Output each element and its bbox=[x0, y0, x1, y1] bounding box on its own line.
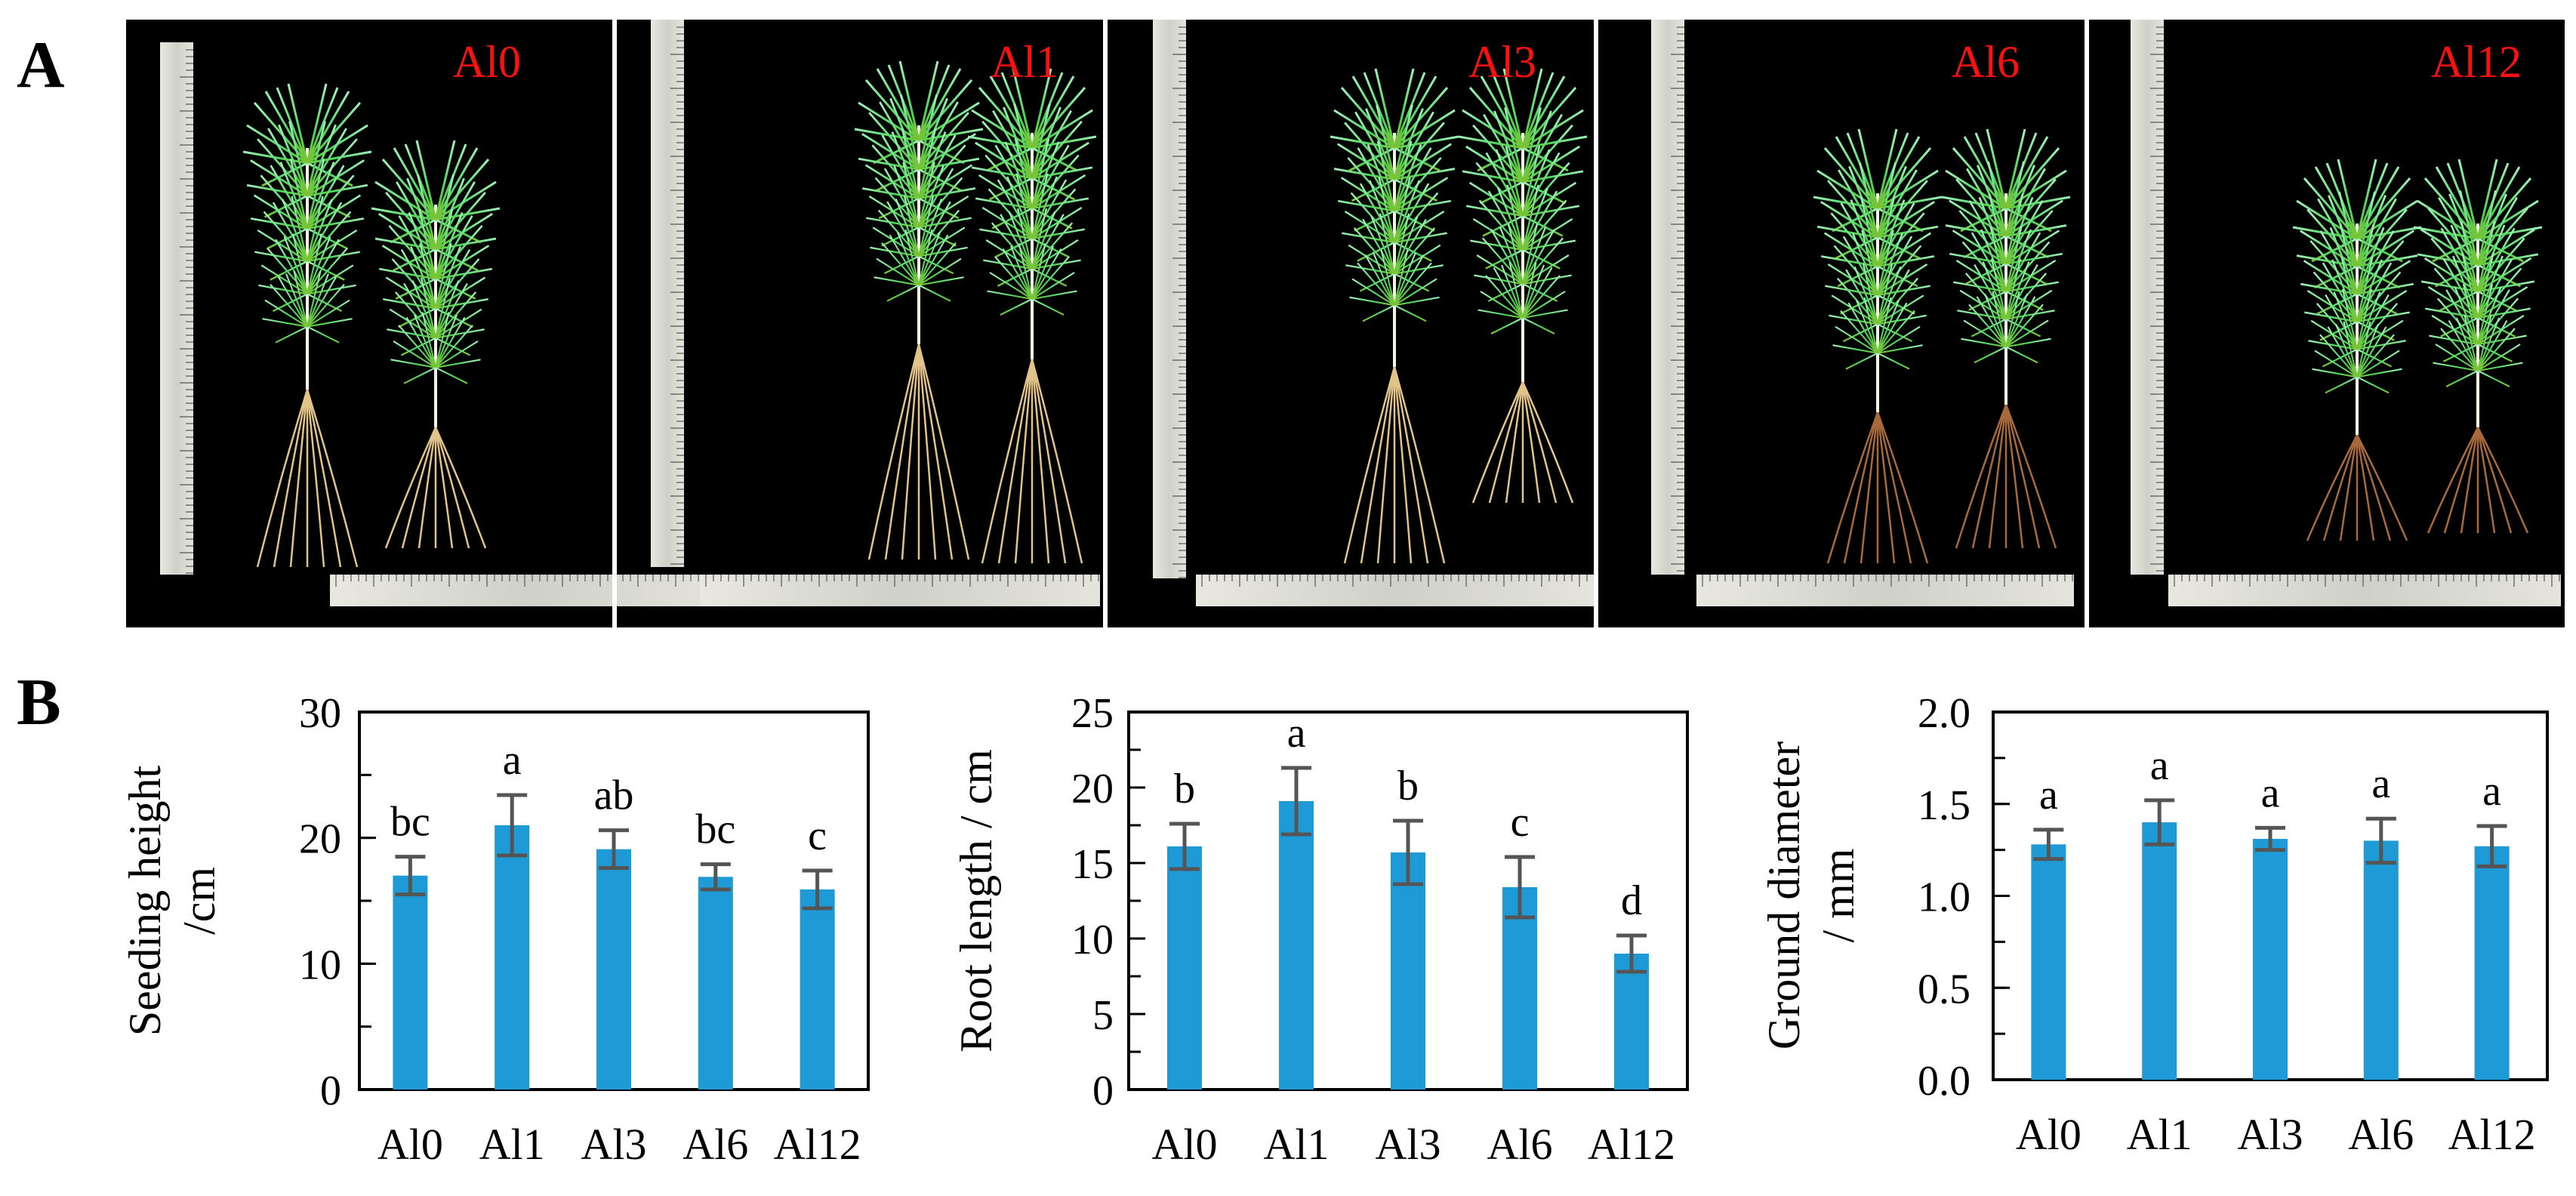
bar-al0 bbox=[393, 875, 428, 1090]
photo-label-al1: Al1 bbox=[991, 37, 1058, 87]
chart-2: 0.0 0.5 1.0 1.5 2.0 Ground diameter / mm a Al0 a A… bbox=[1759, 690, 2549, 1159]
bar-al12 bbox=[2474, 846, 2510, 1080]
panel-a-letter: A bbox=[17, 29, 65, 102]
seedling-photo-4 bbox=[2085, 20, 2561, 627]
panel-b-letter: B bbox=[17, 666, 61, 739]
significance-letter: a bbox=[2261, 769, 2280, 816]
seedling-photo-0 bbox=[160, 42, 730, 606]
significance-letter: a bbox=[2150, 742, 2169, 789]
x-tick-label: Al12 bbox=[774, 1120, 861, 1169]
significance-letter: a bbox=[503, 737, 522, 784]
significance-letter: ab bbox=[594, 772, 634, 819]
y-tick-label: 1.5 bbox=[1918, 782, 1971, 829]
bar-al12 bbox=[800, 889, 835, 1090]
seedling-photo-2 bbox=[1103, 20, 1596, 627]
significance-letter: a bbox=[1287, 710, 1306, 757]
x-tick-label: Al1 bbox=[2127, 1110, 2192, 1159]
y-tick-label: 25 bbox=[1071, 690, 1114, 737]
significance-letter: a bbox=[2039, 772, 2058, 818]
bar-al3 bbox=[1391, 852, 1425, 1090]
x-tick-label: Al6 bbox=[1487, 1120, 1553, 1169]
bar-al1 bbox=[1279, 801, 1314, 1090]
significance-letter: b bbox=[1174, 766, 1195, 812]
x-tick-label: Al3 bbox=[2238, 1110, 2303, 1159]
y-tick-label: 10 bbox=[299, 942, 341, 988]
y-axis-label: Root length / cm bbox=[951, 749, 1001, 1053]
y-tick-label: 1.0 bbox=[1918, 874, 1971, 921]
chart-1: 0 5 10 15 20 25 Root length / cm b Al0 a Al1 b Al3 c A… bbox=[951, 690, 1689, 1169]
photo-label-al6: Al6 bbox=[1952, 37, 2020, 87]
bar-al3 bbox=[2253, 839, 2288, 1080]
y-tick-label: 0 bbox=[1092, 1068, 1114, 1114]
bar-al0 bbox=[2031, 844, 2066, 1080]
x-tick-label: Al6 bbox=[2348, 1110, 2414, 1159]
y-tick-label: 0.5 bbox=[1918, 966, 1971, 1013]
y-tick-label: 30 bbox=[299, 690, 341, 737]
bar-al12 bbox=[1614, 954, 1649, 1090]
photo-label-al12: Al12 bbox=[2431, 37, 2522, 87]
y-tick-label: 0 bbox=[320, 1068, 341, 1114]
x-tick-label: Al6 bbox=[683, 1120, 748, 1169]
seedling-photo-1 bbox=[612, 20, 1100, 627]
significance-letter: d bbox=[1621, 877, 1642, 924]
y-axis-label: Ground diameter / mm bbox=[1759, 741, 1863, 1050]
seedling-photos bbox=[160, 20, 2561, 627]
x-tick-label: Al1 bbox=[1264, 1120, 1330, 1169]
significance-letter: bc bbox=[390, 799, 430, 846]
x-tick-label: Al0 bbox=[2016, 1110, 2081, 1159]
photo-label-al0: Al0 bbox=[453, 37, 521, 87]
seedling-photo-strip: Al0 Al1 Al3 Al6 Al12 bbox=[126, 20, 2565, 627]
y-tick-label: 20 bbox=[299, 816, 341, 863]
y-tick-label: 20 bbox=[1071, 766, 1114, 812]
bar-al0 bbox=[1167, 846, 1202, 1090]
bar-al6 bbox=[1502, 887, 1537, 1090]
bar-al6 bbox=[698, 877, 733, 1090]
x-tick-label: Al0 bbox=[377, 1120, 443, 1169]
significance-letter: c bbox=[808, 812, 827, 859]
y-tick-label: 2.0 bbox=[1918, 690, 1971, 737]
x-tick-label: Al3 bbox=[1376, 1120, 1441, 1169]
x-tick-label: Al0 bbox=[1152, 1120, 1218, 1169]
y-tick-label: 0.0 bbox=[1918, 1058, 1971, 1105]
x-tick-label: Al12 bbox=[1588, 1120, 1675, 1169]
significance-letter: c bbox=[1511, 799, 1530, 846]
bar-al6 bbox=[2363, 840, 2399, 1080]
photo-label-al3: Al3 bbox=[1468, 37, 1536, 87]
significance-letter: a bbox=[2482, 768, 2501, 815]
bar-al1 bbox=[2142, 822, 2177, 1080]
significance-letter: b bbox=[1397, 763, 1419, 809]
y-tick-label: 15 bbox=[1071, 841, 1114, 888]
y-tick-label: 10 bbox=[1071, 917, 1114, 963]
significance-letter: a bbox=[2371, 760, 2390, 807]
x-tick-label: Al1 bbox=[479, 1120, 545, 1169]
y-tick-label: 5 bbox=[1092, 992, 1114, 1039]
x-tick-label: Al12 bbox=[2448, 1110, 2536, 1159]
seedling-photo-3 bbox=[1594, 20, 2074, 627]
chart-0: 0 10 20 30 Seeding height/cm bc Al0 a Al1 ab Al3 bc… bbox=[120, 690, 870, 1169]
bar-al1 bbox=[495, 825, 530, 1090]
bar-al3 bbox=[596, 849, 631, 1090]
y-axis-label: Seeding height/cm bbox=[120, 766, 224, 1037]
significance-letter: bc bbox=[695, 806, 735, 853]
x-tick-label: Al3 bbox=[581, 1120, 647, 1169]
